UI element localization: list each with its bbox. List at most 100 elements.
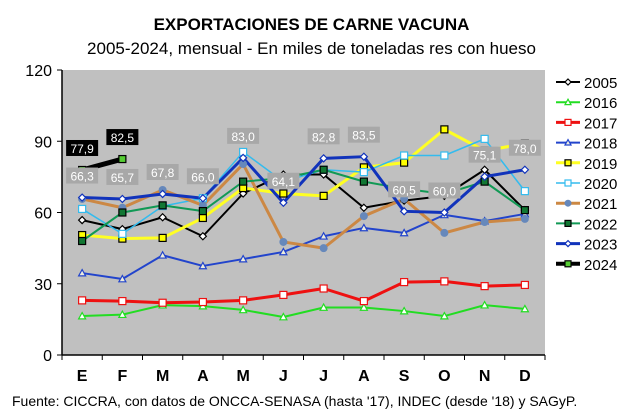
source-note: Fuente: CICCRA, con datos de ONCCA-SENAS… bbox=[12, 393, 578, 409]
data-point-2018 bbox=[77, 268, 87, 277]
data-label-2023: 64,1 bbox=[272, 175, 296, 189]
data-label-2023: 67,8 bbox=[151, 166, 175, 180]
data-point-2016 bbox=[480, 300, 490, 309]
data-point-2016 bbox=[520, 304, 530, 313]
data-point-2017 bbox=[78, 296, 87, 305]
data-point-2020 bbox=[520, 187, 529, 196]
data-point-2019 bbox=[279, 189, 288, 198]
x-tick-label: F bbox=[117, 368, 127, 385]
legend-label-2022: 2022 bbox=[584, 216, 617, 233]
data-point-2016 bbox=[439, 311, 449, 320]
data-point-2023 bbox=[440, 208, 449, 217]
data-point-2023 bbox=[319, 154, 328, 163]
series-line-2021 bbox=[81, 162, 525, 250]
data-point-2016 bbox=[319, 302, 329, 311]
x-tick-label: M bbox=[236, 368, 249, 385]
data-point-2019 bbox=[158, 233, 167, 243]
data-point-2022 bbox=[239, 177, 248, 186]
data-label-bg bbox=[347, 126, 380, 143]
series-line-2016 bbox=[82, 304, 525, 318]
y-tick-label: 30 bbox=[34, 277, 52, 294]
data-label-2023: 66,3 bbox=[70, 170, 94, 184]
data-point-2017 bbox=[158, 298, 167, 307]
data-point-2021 bbox=[520, 214, 529, 223]
data-point-2017 bbox=[319, 284, 328, 293]
data-label-2023: 78,0 bbox=[513, 142, 537, 156]
data-point-2016 bbox=[117, 309, 127, 319]
data-point-2022 bbox=[359, 177, 368, 186]
y-tick-label: 0 bbox=[43, 348, 52, 365]
legend-label-2018: 2018 bbox=[584, 136, 617, 153]
series-line-2020 bbox=[81, 138, 526, 235]
data-label-bg bbox=[146, 163, 179, 180]
data-label-bg bbox=[307, 128, 340, 145]
data-point-2019 bbox=[400, 158, 409, 167]
data-point-2023 bbox=[359, 152, 369, 162]
data-label-2023: 75,1 bbox=[473, 149, 497, 163]
data-point-2021 bbox=[440, 228, 449, 237]
data-point-2017 bbox=[520, 280, 529, 290]
data-point-2018 bbox=[399, 228, 409, 237]
data-label-bg bbox=[66, 167, 99, 184]
x-tick-label: J bbox=[279, 368, 288, 385]
data-point-2022 bbox=[198, 206, 207, 216]
data-point-2017 bbox=[118, 296, 127, 306]
data-label-bg bbox=[186, 168, 219, 185]
data-point-2022 bbox=[78, 236, 87, 246]
data-point-2016 bbox=[238, 305, 248, 314]
legend-label-2019: 2019 bbox=[584, 156, 617, 173]
data-point-2018 bbox=[319, 231, 329, 240]
data-point-2018 bbox=[158, 250, 168, 259]
data-label-2023: 66,0 bbox=[191, 170, 215, 184]
data-point-2022 bbox=[118, 208, 127, 217]
legend-marker-2016 bbox=[563, 97, 573, 106]
series-line-2023 bbox=[82, 155, 526, 214]
legend-marker-2023 bbox=[564, 239, 572, 248]
data-label-2023: 60,5 bbox=[392, 183, 416, 197]
data-point-2005 bbox=[198, 231, 208, 241]
data-point-2020 bbox=[400, 151, 409, 160]
data-point-2017 bbox=[279, 290, 288, 300]
data-label-bg bbox=[267, 172, 300, 189]
data-label-2023: 60,0 bbox=[433, 185, 457, 199]
x-tick-label: N bbox=[479, 368, 491, 385]
legend-label-2016: 2016 bbox=[584, 95, 617, 112]
data-point-2021 bbox=[480, 218, 489, 226]
data-label-2023: 83,0 bbox=[231, 130, 255, 144]
data-point-2018 bbox=[238, 254, 248, 263]
legend-label-2005: 2005 bbox=[584, 75, 617, 92]
data-point-2020 bbox=[480, 134, 489, 143]
y-tick-label: 90 bbox=[34, 134, 52, 151]
plot-area bbox=[62, 70, 545, 355]
data-label-bg bbox=[388, 181, 421, 198]
y-tick-label: 60 bbox=[34, 206, 52, 223]
chart-title: EXPORTACIONES DE CARNE VACUNA bbox=[153, 15, 470, 34]
data-point-2020 bbox=[440, 151, 449, 160]
data-point-2017 bbox=[400, 277, 409, 287]
data-point-2018 bbox=[198, 261, 208, 270]
data-label-bg bbox=[66, 139, 99, 156]
data-point-2018 bbox=[278, 247, 288, 256]
series-line-2019 bbox=[81, 127, 526, 241]
data-label-bg bbox=[468, 146, 501, 163]
data-point-2005 bbox=[158, 212, 167, 222]
data-point-2005 bbox=[77, 215, 87, 225]
legend-label-2023: 2023 bbox=[584, 237, 617, 254]
data-label-bg bbox=[227, 127, 260, 144]
x-tick-label: E bbox=[77, 368, 88, 385]
x-tick-label: S bbox=[399, 368, 410, 385]
data-point-2017 bbox=[239, 296, 248, 305]
legend-marker-2021 bbox=[564, 199, 572, 207]
x-tick-label: J bbox=[319, 368, 328, 385]
data-point-2018 bbox=[117, 274, 127, 283]
legend-label-2017: 2017 bbox=[584, 115, 617, 132]
legend-label-2021: 2021 bbox=[584, 196, 617, 213]
data-point-2023 bbox=[118, 194, 127, 204]
x-tick-label: D bbox=[519, 368, 531, 385]
legend-marker-2018 bbox=[563, 138, 573, 146]
x-tick-label: M bbox=[156, 368, 169, 385]
x-tick-label: A bbox=[358, 368, 370, 385]
legend-marker-2020 bbox=[564, 179, 572, 187]
data-point-2021 bbox=[279, 237, 288, 246]
